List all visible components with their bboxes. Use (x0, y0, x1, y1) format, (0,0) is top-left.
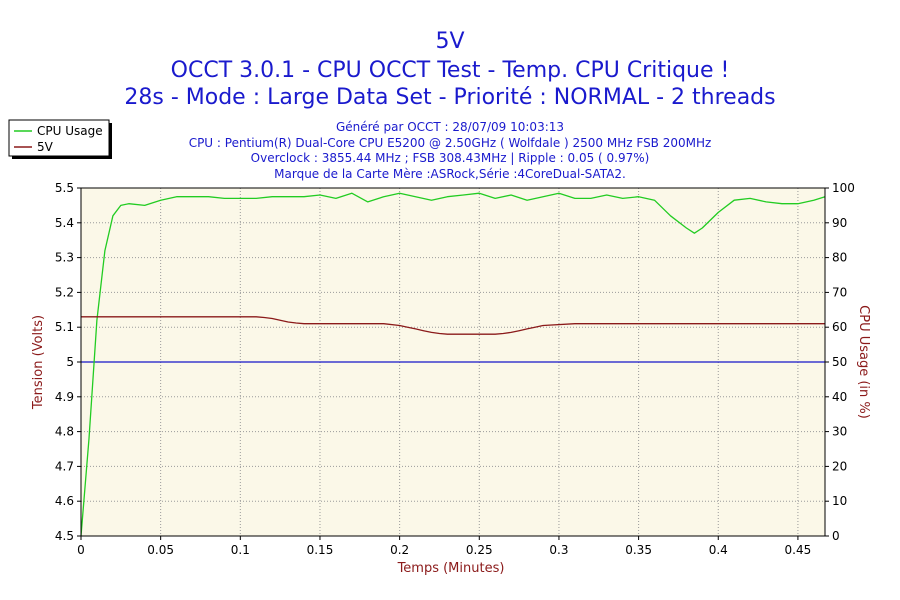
y-right-tick-label: 60 (832, 320, 847, 334)
y-right-tick-label: 70 (832, 285, 847, 299)
legend-label-cpu-usage: CPU Usage (37, 124, 103, 138)
y-axis-right-title: CPU Usage (in %) (856, 305, 871, 419)
x-tick-label: 0.1 (231, 543, 250, 557)
y-left-tick-label: 5.5 (55, 181, 74, 195)
series-line-cpu-usage (80, 192, 826, 537)
y-left-tick-label: 4.9 (55, 390, 74, 404)
y-left-tick-label: 4.5 (55, 529, 74, 543)
y-axis-left-ticks: 4.5 4.6 4.7 4.8 4.9 5 5.1 5.2 5.3 5.4 5.5 (55, 181, 81, 543)
x-tick-label: 0.25 (466, 543, 493, 557)
chart-title: 5V (435, 29, 464, 54)
info-motherboard: Marque de la Carte Mère :ASRock,Série :4… (274, 167, 626, 181)
info-overclock: Overclock : 3855.44 MHz ; FSB 308.43MHz … (251, 151, 650, 165)
legend-label-5v: 5V (37, 140, 54, 154)
x-tick-label: 0.4 (709, 543, 728, 557)
x-tick-label: 0.35 (625, 543, 652, 557)
y-left-tick-label: 4.8 (55, 425, 74, 439)
y-left-tick-label: 5.1 (55, 320, 74, 334)
y-left-tick-label: 4.7 (55, 459, 74, 473)
series-line-5v (81, 316, 825, 335)
y-left-tick-label: 4.6 (55, 494, 74, 508)
x-axis-ticks: 0 0.05 0.1 0.15 0.2 0.25 0.3 0.35 0.4 0.45 (77, 536, 811, 557)
y-axis-left-title: Tension (Volts) (31, 315, 46, 410)
x-tick-label: 0.3 (549, 543, 568, 557)
y-right-tick-label: 40 (832, 390, 847, 404)
series-group (80, 192, 826, 537)
y-right-tick-label: 20 (832, 459, 847, 473)
x-tick-label: 0.15 (307, 543, 334, 557)
y-right-tick-label: 80 (832, 251, 847, 265)
x-tick-label: 0.05 (147, 543, 174, 557)
chart-subtitle-test: OCCT 3.0.1 - CPU OCCT Test - Temp. CPU C… (171, 58, 730, 83)
y-right-tick-label: 90 (832, 216, 847, 230)
y-right-tick-label: 50 (832, 355, 847, 369)
y-right-tick-label: 10 (832, 494, 847, 508)
y-left-tick-label: 5 (66, 355, 74, 369)
x-tick-label: 0.45 (785, 543, 812, 557)
chart-subtitle-mode: 28s - Mode : Large Data Set - Priorité :… (124, 85, 775, 110)
y-right-tick-label: 100 (832, 181, 855, 195)
chart-titles: 5V OCCT 3.0.1 - CPU OCCT Test - Temp. CP… (124, 29, 775, 181)
info-cpu: CPU : Pentium(R) Dual-Core CPU E5200 @ 2… (189, 136, 712, 150)
legend-box (8, 119, 110, 157)
y-right-tick-label: 30 (832, 425, 847, 439)
y-right-tick-label: 0 (832, 529, 840, 543)
y-left-tick-label: 5.4 (55, 216, 74, 230)
x-axis-title: Temps (Minutes) (397, 561, 505, 576)
info-generated: Généré par OCCT : 28/07/09 10:03:13 (336, 120, 564, 134)
x-tick-label: 0.2 (390, 543, 409, 557)
x-tick-label: 0 (77, 543, 85, 557)
legend: CPU Usage 5V (8, 119, 112, 159)
y-left-tick-label: 5.3 (55, 251, 74, 265)
y-axis-right-ticks: 0 10 20 30 40 50 60 70 80 90 100 (825, 181, 855, 543)
y-left-tick-label: 5.2 (55, 285, 74, 299)
